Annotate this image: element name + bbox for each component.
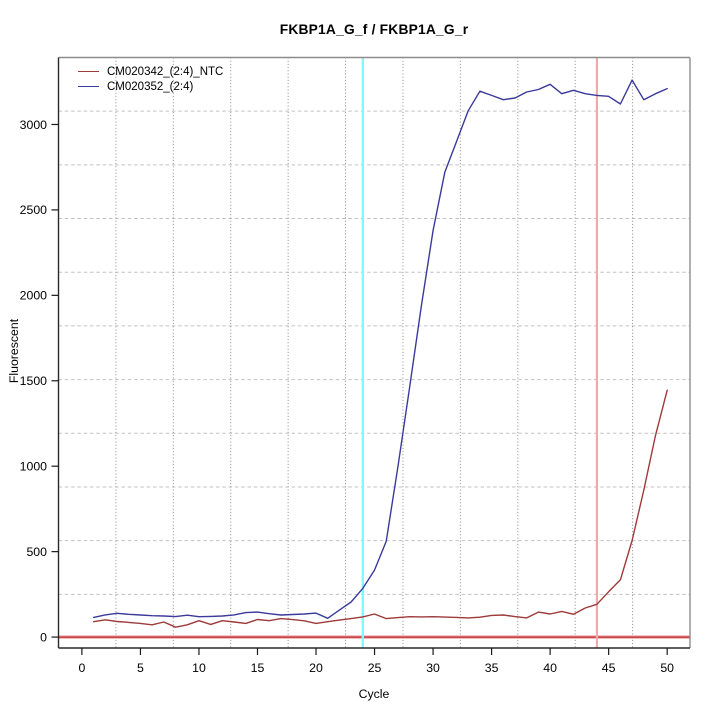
y-tick-label-3000: 3000 — [20, 118, 48, 132]
legend-label-ntc: CM020342_(2:4)_NTC — [107, 65, 224, 78]
y-axis-title: Fluorescent — [7, 318, 21, 384]
x-tick-label-0: 0 — [78, 661, 85, 675]
legend-item-sample: CM020352_(2:4) — [78, 79, 223, 94]
x-tick-label-10: 10 — [192, 661, 206, 675]
x-axis-title: Cycle — [358, 687, 390, 701]
x-tick-label-35: 35 — [485, 661, 499, 675]
chart-title: FKBP1A_G_f / FKBP1A_G_r — [279, 22, 469, 37]
x-tick-label-5: 5 — [137, 661, 144, 675]
x-tick-label-20: 20 — [309, 661, 323, 675]
x-tick-label-45: 45 — [602, 661, 616, 675]
legend: CM020342_(2:4)_NTC CM020352_(2:4) — [78, 64, 223, 94]
y-tick-label-2000: 2000 — [20, 289, 48, 303]
series-line-CM020342_(2:4)_NTC — [92, 389, 668, 628]
x-tick-label-15: 15 — [251, 661, 265, 675]
legend-item-ntc: CM020342_(2:4)_NTC — [78, 64, 223, 79]
series-line-CM020352_(2:4) — [92, 79, 668, 619]
x-tick-label-50: 50 — [660, 661, 674, 675]
legend-line-swatch-blue — [78, 86, 99, 87]
x-tick-label-30: 30 — [426, 661, 440, 675]
legend-label-sample: CM020352_(2:4) — [107, 80, 194, 93]
y-tick-label-2500: 2500 — [20, 203, 48, 217]
legend-line-swatch-red — [78, 71, 99, 72]
y-tick-label-500: 500 — [26, 545, 47, 559]
x-tick-label-40: 40 — [543, 661, 557, 675]
y-tick-label-1000: 1000 — [20, 460, 48, 474]
x-tick-label-25: 25 — [368, 661, 382, 675]
y-tick-label-0: 0 — [40, 630, 47, 644]
y-tick-label-1500: 1500 — [20, 374, 48, 388]
